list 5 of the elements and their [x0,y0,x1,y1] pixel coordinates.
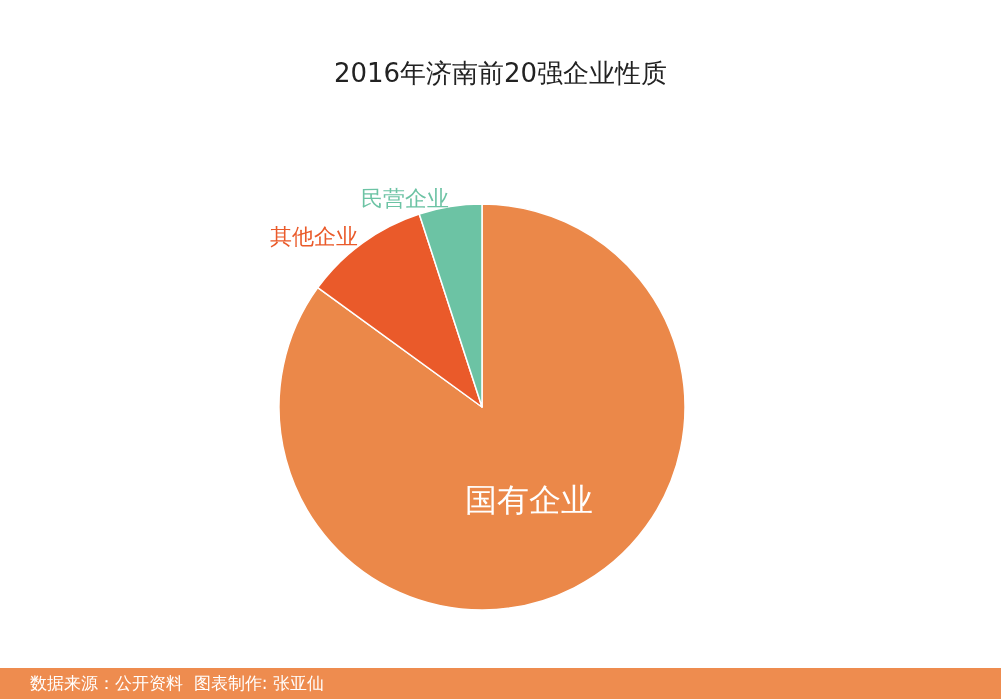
source-note: 数据来源：公开资料 图表制作: 张亚仙 [30,672,324,695]
slice-label: 其他企业 [269,223,358,249]
slice-label: 民营企业 [360,186,449,212]
chart-title: 2016年济南前20强企业性质 [333,58,668,88]
slice-label: 国有企业 [465,481,594,520]
